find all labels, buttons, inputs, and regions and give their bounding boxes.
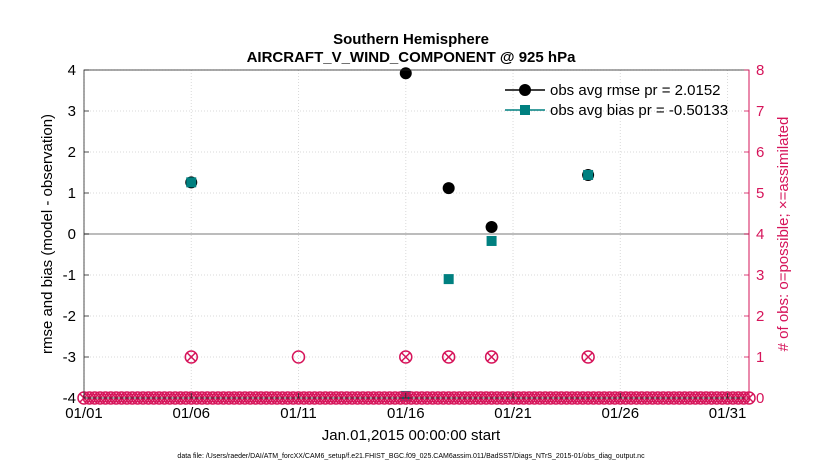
bias-point xyxy=(186,177,197,188)
y-tick-label-right: 4 xyxy=(756,226,764,243)
x-tick-label: 01/01 xyxy=(65,405,103,422)
y-tick-label-right: 7 xyxy=(756,103,764,120)
x-tick-label: 01/26 xyxy=(602,405,640,422)
legend-label-rmse: obs avg rmse pr = 2.0152 xyxy=(550,82,721,99)
y-axis-left: -4 -3 -2 -1 0 1 2 3 4 xyxy=(63,62,89,407)
bias-point xyxy=(443,274,454,285)
x-tick-label: 01/21 xyxy=(494,405,532,422)
chart-title: Southern Hemisphere xyxy=(333,31,489,48)
obs-assimilated-point xyxy=(486,351,497,363)
legend: obs avg rmse pr = 2.0152 obs avg bias pr… xyxy=(505,82,728,119)
rmse-point xyxy=(442,182,455,195)
rmse-point xyxy=(399,67,412,80)
obs-possible-point xyxy=(484,350,499,364)
obs-possible-point xyxy=(184,350,199,364)
legend-marker-bias xyxy=(520,105,530,115)
y-tick-label-right: 3 xyxy=(756,267,764,284)
y-tick-label-left: -3 xyxy=(63,349,76,366)
obs-possible-point xyxy=(291,350,306,364)
y-axis-label-right: # of obs: o=possible; ×=assimilated xyxy=(775,117,792,352)
rmse-point xyxy=(485,221,498,234)
y-tick-label-left: 1 xyxy=(68,185,76,202)
x-tick-label: 01/06 xyxy=(172,405,210,422)
obs-possible-point xyxy=(441,350,456,364)
y-tick-label-right: 2 xyxy=(756,308,764,325)
obs-assimilated-point xyxy=(400,351,411,363)
y-tick-label-right: 0 xyxy=(756,390,764,407)
obs-possible-point xyxy=(581,350,595,364)
x-tick-label: 01/16 xyxy=(387,405,425,422)
y-tick-label-right: 5 xyxy=(756,185,764,202)
y-tick-label-left: -1 xyxy=(63,267,76,284)
y-tick-label-left: -2 xyxy=(63,308,76,325)
legend-marker-rmse xyxy=(519,84,531,96)
obs-assimilated-point xyxy=(443,351,454,363)
obs-assimilated-point xyxy=(583,351,594,363)
bias-point xyxy=(486,235,497,246)
obs-assimilated-point xyxy=(186,351,197,363)
y-axis-right: 0 1 2 3 4 5 6 7 8 xyxy=(744,62,764,407)
y-tick-label-left: 3 xyxy=(68,103,76,120)
y-tick-label-left: 2 xyxy=(68,144,76,161)
x-tick-label: 01/31 xyxy=(709,405,747,422)
y-axis-label-left: rmse and bias (model - observation) xyxy=(39,114,56,354)
x-axis: 01/01 01/06 01/11 01/16 01/21 01/26 01/31 xyxy=(65,393,746,422)
obs-possible-point xyxy=(399,350,413,364)
y-tick-label-right: 8 xyxy=(756,62,764,79)
y-tick-label-left: 0 xyxy=(68,226,76,243)
chart-subtitle: AIRCRAFT_V_WIND_COMPONENT @ 925 hPa xyxy=(247,49,577,66)
x-tick-label: 01/11 xyxy=(280,405,316,422)
footer-data-file: data file: /Users/raeder/DAI/ATM_forcXX/… xyxy=(177,453,645,460)
x-axis-label: Jan.01,2015 00:00:00 start xyxy=(322,427,501,444)
bias-point xyxy=(583,169,594,180)
y-tick-label-right: 1 xyxy=(756,349,764,366)
y-tick-label-left: -4 xyxy=(63,390,76,407)
y-tick-label-right: 6 xyxy=(756,144,764,161)
legend-label-bias: obs avg bias pr = -0.50133 xyxy=(550,102,728,119)
y-tick-label-left: 4 xyxy=(68,62,76,79)
